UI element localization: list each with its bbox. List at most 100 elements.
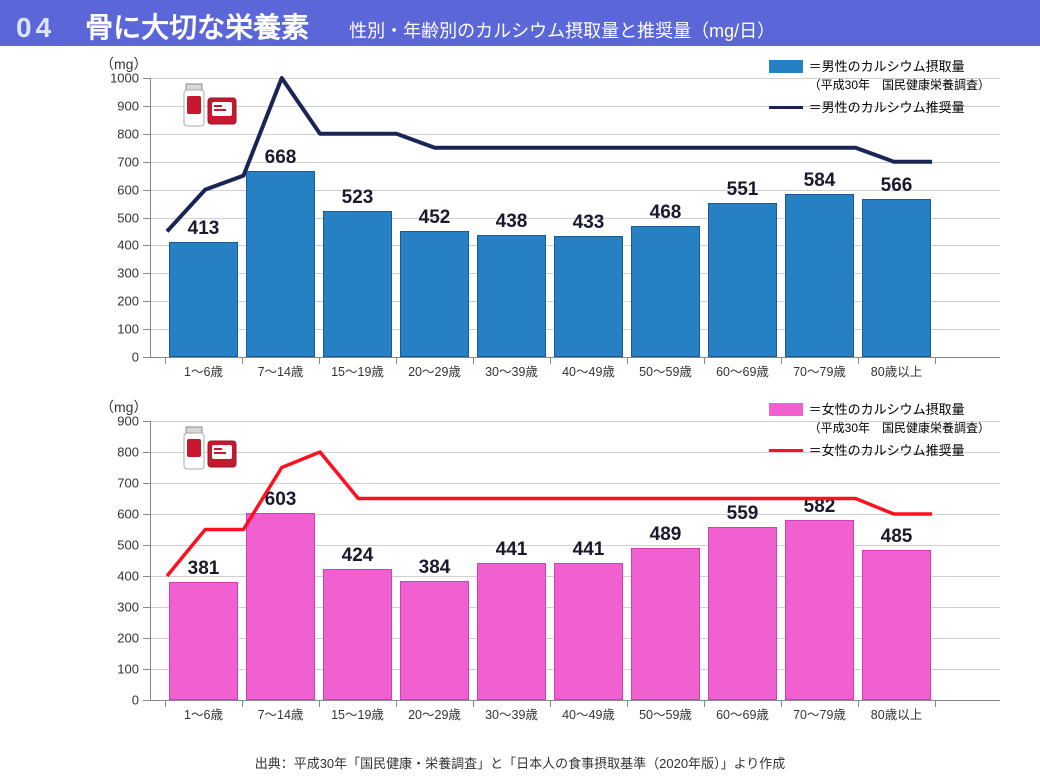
y-tick bbox=[143, 545, 151, 546]
bar-value-label: 551 bbox=[727, 179, 759, 201]
x-tick bbox=[165, 357, 166, 364]
bar-value-label: 381 bbox=[188, 558, 220, 580]
bar-value-label: 452 bbox=[419, 207, 451, 229]
y-tick-label: 600 bbox=[117, 182, 139, 197]
bar bbox=[477, 563, 546, 700]
x-tick bbox=[396, 700, 397, 707]
x-tick-label: 20～29歳 bbox=[408, 361, 461, 380]
y-tick-label: 0 bbox=[132, 350, 139, 365]
bar bbox=[708, 203, 777, 357]
chart-panel: ＝女性のカルシウム摂取量 （平成30年 国民健康栄養調査） ＝女性のカルシウム推… bbox=[100, 403, 1000, 733]
bar-group: 551 bbox=[708, 203, 777, 357]
bar bbox=[862, 199, 931, 357]
x-tick-label: 30～39歳 bbox=[485, 361, 538, 380]
x-tick bbox=[319, 700, 320, 707]
y-tick bbox=[143, 669, 151, 670]
y-tick-label: 600 bbox=[117, 507, 139, 522]
bar bbox=[323, 569, 392, 700]
y-tick-label: 200 bbox=[117, 631, 139, 646]
x-tick-label: 7～14歳 bbox=[258, 704, 304, 723]
bar-value-label: 582 bbox=[804, 496, 836, 518]
header-number: 04 bbox=[16, 12, 55, 44]
y-tick bbox=[143, 78, 151, 79]
bar-group: 485 bbox=[862, 550, 931, 700]
bar-value-label: 413 bbox=[188, 218, 220, 240]
x-tick bbox=[781, 700, 782, 707]
x-tick bbox=[935, 357, 936, 364]
source-citation: 出典：平成30年「国民健康・栄養調査」と「日本人の食事摂取基準（2020年版）」… bbox=[0, 753, 1040, 772]
bar-group: 438 bbox=[477, 235, 546, 357]
x-tick-label: 60～69歳 bbox=[716, 361, 769, 380]
legend-rec-row: ＝男性のカルシウム推奨量 bbox=[769, 99, 990, 117]
x-tick bbox=[858, 700, 859, 707]
x-tick-label: 15～19歳 bbox=[331, 704, 384, 723]
x-tick-label: 60～69歳 bbox=[716, 704, 769, 723]
x-tick-label: 80歳以上 bbox=[871, 704, 922, 723]
bar-value-label: 485 bbox=[881, 526, 913, 548]
header-title: 骨に大切な栄養素 bbox=[85, 6, 309, 46]
x-tick bbox=[704, 700, 705, 707]
x-tick bbox=[704, 357, 705, 364]
x-tick bbox=[396, 357, 397, 364]
bar-group: 441 bbox=[554, 563, 623, 700]
bar-group: 433 bbox=[554, 236, 623, 357]
milk-product-icon bbox=[178, 78, 240, 137]
bar bbox=[862, 550, 931, 700]
y-tick bbox=[143, 357, 151, 358]
x-tick bbox=[242, 357, 243, 364]
y-tick-label: 800 bbox=[117, 126, 139, 141]
y-tick bbox=[143, 301, 151, 302]
bar-group: 566 bbox=[862, 199, 931, 357]
bar bbox=[631, 548, 700, 700]
x-tick-label: 80歳以上 bbox=[871, 361, 922, 380]
y-tick bbox=[143, 483, 151, 484]
legend-line bbox=[769, 106, 803, 109]
x-tick bbox=[550, 700, 551, 707]
bar bbox=[554, 236, 623, 357]
bar-value-label: 441 bbox=[496, 539, 528, 561]
x-tick bbox=[935, 700, 936, 707]
bar-group: 441 bbox=[477, 563, 546, 700]
bar-group: 468 bbox=[631, 226, 700, 357]
x-tick-label: 7～14歳 bbox=[258, 361, 304, 380]
x-tick-label: 20～29歳 bbox=[408, 704, 461, 723]
y-tick-label: 700 bbox=[117, 154, 139, 169]
gridline bbox=[151, 483, 1000, 484]
bar-value-label: 441 bbox=[573, 539, 605, 561]
x-tick-label: 70～79歳 bbox=[793, 704, 846, 723]
y-tick bbox=[143, 607, 151, 608]
y-tick bbox=[143, 106, 151, 107]
bar-group: 384 bbox=[400, 581, 469, 700]
y-tick-label: 300 bbox=[117, 600, 139, 615]
bar bbox=[708, 527, 777, 700]
bar-group: 424 bbox=[323, 569, 392, 700]
y-tick bbox=[143, 638, 151, 639]
bar-group: 584 bbox=[785, 194, 854, 357]
bar bbox=[785, 194, 854, 357]
bar-value-label: 523 bbox=[342, 187, 374, 209]
chart-panel: ＝男性のカルシウム摂取量 （平成30年 国民健康栄養調査） ＝男性のカルシウム推… bbox=[100, 60, 1000, 390]
bar bbox=[169, 582, 238, 700]
bar-group: 668 bbox=[246, 171, 315, 357]
plot-area: 01002003004005006007008009003811～6歳6037～… bbox=[150, 421, 1000, 701]
x-tick bbox=[319, 357, 320, 364]
x-tick bbox=[473, 357, 474, 364]
bar bbox=[323, 211, 392, 357]
y-tick bbox=[143, 162, 151, 163]
y-tick bbox=[143, 421, 151, 422]
gridline bbox=[151, 134, 1000, 135]
x-tick bbox=[242, 700, 243, 707]
y-tick bbox=[143, 134, 151, 135]
y-tick-label: 100 bbox=[117, 662, 139, 677]
y-tick-label: 900 bbox=[117, 414, 139, 429]
y-tick bbox=[143, 218, 151, 219]
legend-rec-label: ＝女性のカルシウム推奨量 bbox=[809, 442, 965, 460]
y-tick-label: 500 bbox=[117, 210, 139, 225]
bar bbox=[477, 235, 546, 357]
x-tick-label: 70～79歳 bbox=[793, 361, 846, 380]
x-tick-label: 30～39歳 bbox=[485, 704, 538, 723]
x-tick bbox=[627, 700, 628, 707]
bar-value-label: 566 bbox=[881, 175, 913, 197]
legend-intake-label: ＝女性のカルシウム摂取量 bbox=[809, 401, 965, 419]
bar bbox=[785, 520, 854, 700]
